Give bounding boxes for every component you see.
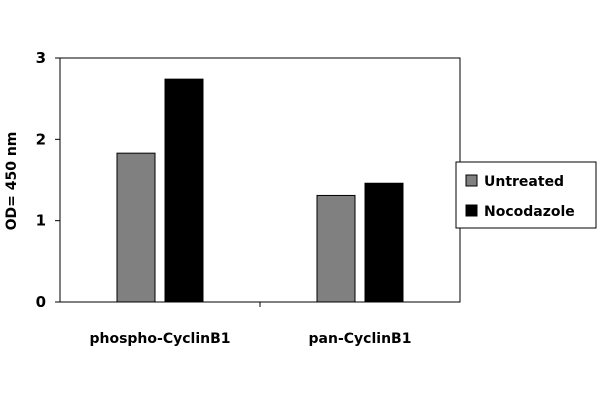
bar-untreated-1	[116, 152, 156, 303]
y-tick-label: 0	[36, 293, 46, 311]
legend: Untreated Nocodazole	[455, 161, 597, 229]
bar-nocodazole-2	[364, 182, 404, 303]
y-tick-label: 2	[36, 130, 46, 148]
legend-swatch-untreated	[465, 174, 478, 187]
y-tick-label: 3	[36, 49, 46, 67]
bar-nocodazole-1	[164, 78, 204, 303]
y-axis-title: OD= 450 nm	[4, 132, 20, 231]
legend-label-untreated: Untreated	[484, 174, 564, 190]
x-category-label: phospho-CyclinB1	[89, 331, 230, 347]
legend-label-nocodazole: Nocodazole	[484, 204, 575, 220]
legend-box	[455, 161, 597, 229]
y-tick-label: 1	[36, 212, 46, 230]
bar-untreated-2	[316, 194, 356, 303]
x-category-label: pan-CyclinB1	[309, 331, 412, 347]
legend-swatch-nocodazole	[465, 204, 478, 217]
